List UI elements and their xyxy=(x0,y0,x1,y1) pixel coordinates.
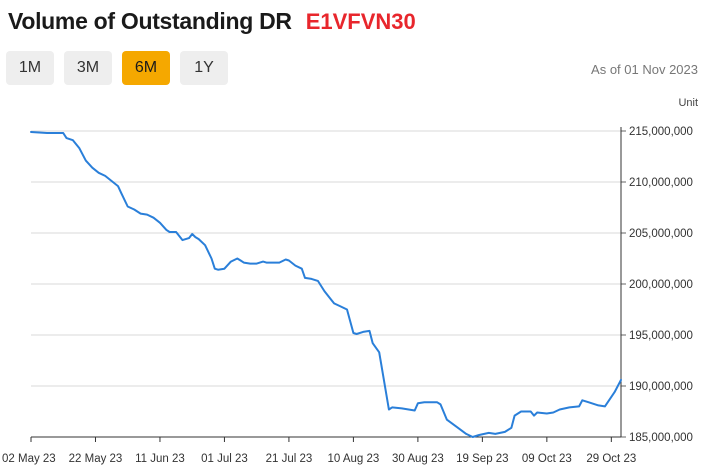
unit-label: Unit xyxy=(678,97,698,109)
x-tick-label: 22 May 23 xyxy=(69,453,123,465)
y-tick-label: 190,000,000 xyxy=(629,381,693,393)
x-tick-label: 30 Aug 23 xyxy=(392,453,444,465)
as-of-date: As of 01 Nov 2023 xyxy=(591,62,698,77)
x-tick-label: 29 Oct 23 xyxy=(586,453,636,465)
title-row: Volume of Outstanding DR E1VFVN30 xyxy=(8,8,416,35)
y-axis-ticks: 215,000,000 210,000,000 205,000,000 200,000… xyxy=(621,126,693,444)
x-tick-label: 10 Aug 23 xyxy=(327,453,379,465)
ticker-symbol: E1VFVN30 xyxy=(305,9,416,34)
x-axis: 02 May 23 22 May 23 11 Jun 23 01 Jul 23 21 J… xyxy=(2,127,636,465)
x-tick-label: 01 Jul 23 xyxy=(201,453,248,465)
series-line xyxy=(30,131,622,438)
y-tick-label: 200,000,000 xyxy=(629,279,693,291)
x-tick-label: 19 Sep 23 xyxy=(456,453,508,465)
y-tick-label: 185,000,000 xyxy=(629,432,693,444)
x-tick-label: 11 Jun 23 xyxy=(135,453,185,465)
y-tick-label: 195,000,000 xyxy=(629,330,693,342)
range-tab-1y[interactable]: 1Y xyxy=(180,51,228,85)
page-title: Volume of Outstanding DR xyxy=(8,8,292,34)
range-tab-1m[interactable]: 1M xyxy=(6,51,54,85)
y-tick-label: 210,000,000 xyxy=(629,177,693,189)
y-tick-label: 215,000,000 xyxy=(629,126,693,138)
y-tick-label: 205,000,000 xyxy=(629,228,693,240)
range-tab-6m[interactable]: 6M xyxy=(122,51,170,85)
x-tick-label: 21 Jul 23 xyxy=(266,453,313,465)
x-tick-label: 02 May 23 xyxy=(2,453,56,465)
range-tab-3m[interactable]: 3M xyxy=(64,51,112,85)
grid-lines xyxy=(31,130,621,438)
range-tabs: 1M 3M 6M 1Y xyxy=(6,51,228,85)
x-tick-label: 09 Oct 23 xyxy=(522,453,572,465)
series-layer xyxy=(30,131,622,438)
